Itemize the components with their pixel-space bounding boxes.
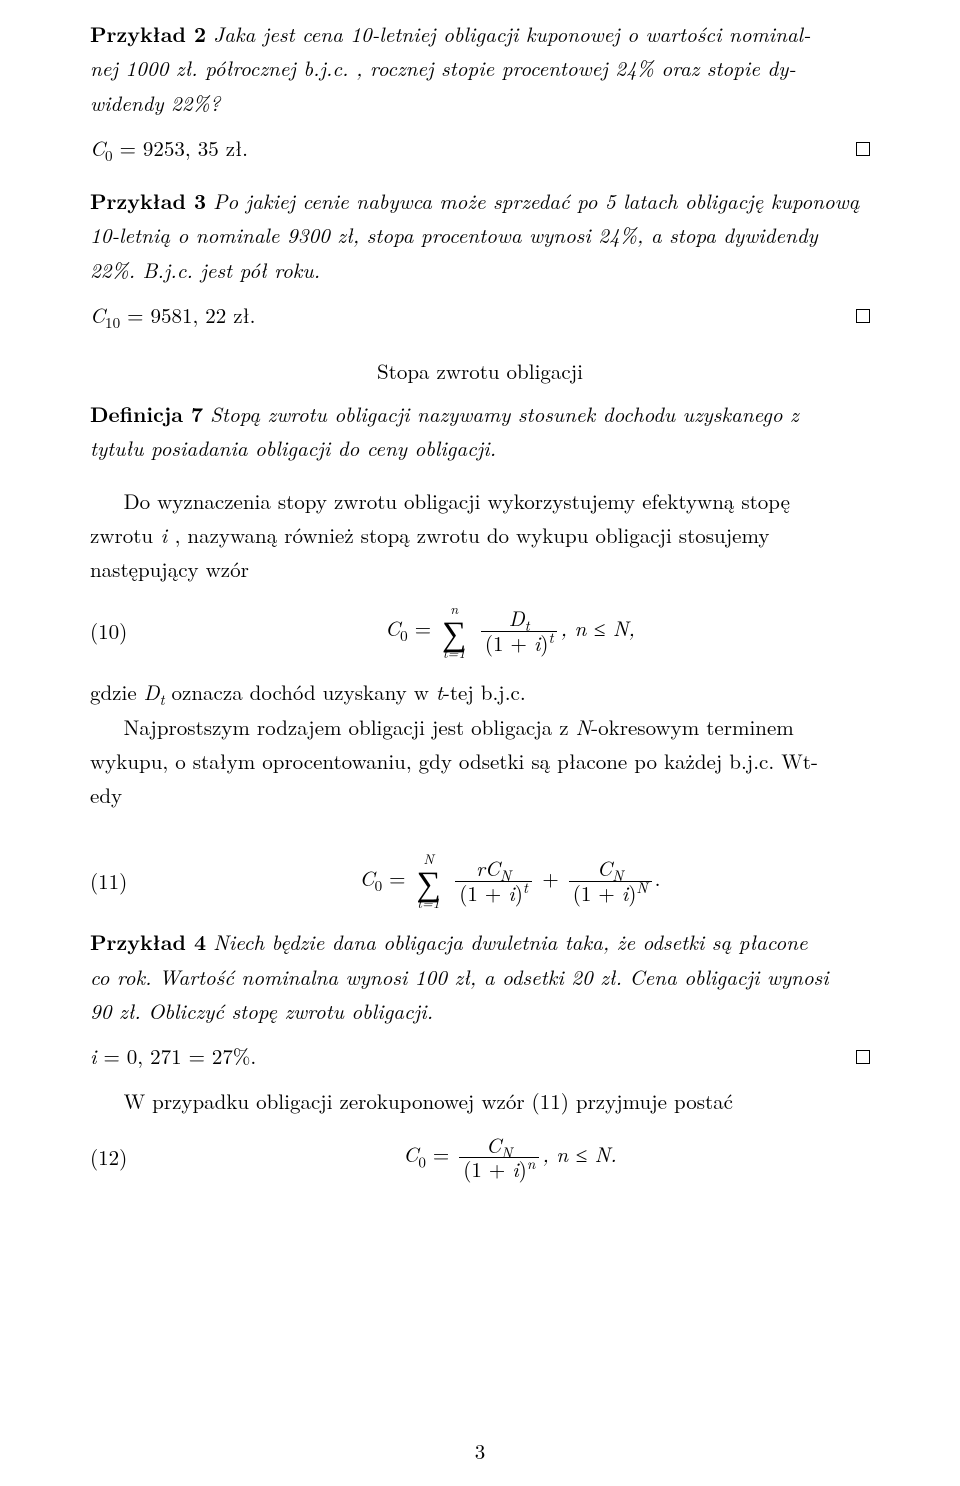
example-4-text-c: 90 zł. Obliczyć stopę zwrotu obligacji. xyxy=(90,997,870,1025)
example-3-text-a: Po jakiej cenie nabywca może sprzedać po… xyxy=(213,186,859,216)
example-2-text-b: nej 1000 zł. półrocznej b.j.c. , rocznej… xyxy=(90,54,870,82)
example-4-result-row: i = 0, 271 = 27%. xyxy=(90,1041,870,1071)
definition-7-text-b: tytułu posiadania obligacji do ceny obli… xyxy=(90,434,870,462)
example-3: Przykład 3 Po jakiej cenie nabywca może … xyxy=(90,187,870,215)
body-3-line3: edy xyxy=(90,781,870,809)
equation-12-number: (12) xyxy=(90,1142,150,1172)
fraction: Dt (1 + i)t xyxy=(481,607,558,654)
equation-12: (12) C0 = CN (1 + i)n , n ≤ N. xyxy=(90,1134,870,1181)
equation-11-body: C0 = N ∑ t=1 rCN (1 + i)t + CN (1 + i)N … xyxy=(150,852,870,911)
body-1-b: zwrotu xyxy=(90,520,153,550)
example-3-result-row: C10 = 9581, 22 zł. xyxy=(90,300,870,330)
body-1-c: , nazywaną również stopą zwrotu do wykup… xyxy=(175,520,770,550)
fraction: rCN (1 + i)t xyxy=(455,857,532,904)
definition-7-label: Definicja 7 xyxy=(90,399,203,429)
page-number: 3 xyxy=(0,1436,960,1466)
section-title: Stopa zwrotu obligacji xyxy=(90,356,870,386)
definition-7-text-a: Stopą zwrotu obligacji nazywamy stosunek… xyxy=(210,399,799,429)
equation-10: (10) C0 = n ∑ t=1 Dt (1 + i)t , n ≤ N, xyxy=(90,602,870,661)
equation-10-body: C0 = n ∑ t=1 Dt (1 + i)t , n ≤ N, xyxy=(150,602,870,661)
example-3-result: C10 = 9581, 22 zł. xyxy=(90,300,256,330)
example-4-text-a: Niech będzie dana obligacja dwuletnia ta… xyxy=(213,927,807,957)
qed-box-icon xyxy=(856,1050,870,1064)
body-3-line1: Najprostszym rodzajem obligacji jest obl… xyxy=(90,713,870,741)
example-2-text-a: Jaka jest cena 10-letniej obligacji kupo… xyxy=(213,19,810,49)
body-3-line2: wykupu, o stałym oprocentowaniu, gdy ods… xyxy=(90,747,870,775)
example-4-text-b: co rok. Wartość nominalna wynosi 100 zł,… xyxy=(90,963,870,991)
fraction: CN (1 + i)n xyxy=(459,1134,539,1181)
fraction: CN (1 + i)N xyxy=(569,857,652,904)
sum-icon: N ∑ t=1 xyxy=(416,852,440,911)
definition-7: Definicja 7 Stopą zwrotu obligacji nazyw… xyxy=(90,400,870,428)
body-2: gdzie Dt oznacza dochód uzyskany w t-tej… xyxy=(90,678,870,706)
qed-box-icon xyxy=(856,309,870,323)
example-2-label: Przykład 2 xyxy=(90,19,206,49)
body-1-line2: zwrotu i , nazywaną również stopą zwrotu… xyxy=(90,521,870,549)
page: Przykład 2 Jaka jest cena 10-letniej obl… xyxy=(0,0,960,1486)
equation-12-body: C0 = CN (1 + i)n , n ≤ N. xyxy=(150,1134,870,1181)
body-1-i: i xyxy=(153,520,174,550)
equation-10-number: (10) xyxy=(90,616,150,646)
example-2-text-c: widendy 22%? xyxy=(90,89,870,117)
example-4-label: Przykład 4 xyxy=(90,927,206,957)
example-2-result: C0 = 9253, 35 zł. xyxy=(90,133,248,163)
example-4-result: i = 0, 271 = 27%. xyxy=(90,1041,256,1071)
sum-icon: n ∑ t=1 xyxy=(442,602,466,661)
equation-11: (11) C0 = N ∑ t=1 rCN (1 + i)t + CN (1 +… xyxy=(90,852,870,911)
example-3-label: Przykład 3 xyxy=(90,186,206,216)
body-4: W przypadku obligacji zerokuponowej wzór… xyxy=(90,1087,870,1115)
example-2: Przykład 2 Jaka jest cena 10-letniej obl… xyxy=(90,20,870,48)
equation-11-number: (11) xyxy=(90,866,150,896)
example-4: Przykład 4 Niech będzie dana obligacja d… xyxy=(90,928,870,956)
example-2-result-row: C0 = 9253, 35 zł. xyxy=(90,133,870,163)
example-3-text-b: 10-letnią o nominale 9300 zł, stopa proc… xyxy=(90,221,870,249)
qed-box-icon xyxy=(856,142,870,156)
body-1-d: następujący wzór xyxy=(90,555,870,583)
example-3-text-c: 22%. B.j.c. jest pół roku. xyxy=(90,256,870,284)
body-1-a: Do wyznaczenia stopy zwrotu obligacji wy… xyxy=(90,487,870,515)
